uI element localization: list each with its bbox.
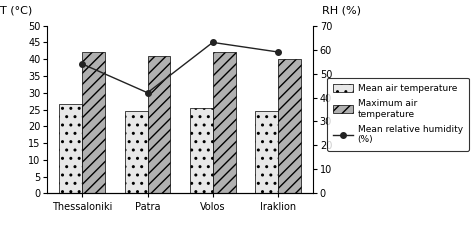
Bar — [82, 52, 105, 193]
Text: T (°C): T (°C) — [0, 6, 32, 16]
Legend: Mean air temperature, Maximum air
temperature, Mean relative humidity
(%): Mean air temperature, Maximum air temper… — [327, 78, 469, 151]
Text: RH (%): RH (%) — [322, 6, 361, 16]
Bar — [59, 104, 82, 193]
Bar — [278, 59, 301, 193]
Bar — [255, 111, 278, 193]
Bar — [190, 108, 213, 193]
Bar — [213, 52, 236, 193]
Bar — [125, 111, 147, 193]
Bar — [147, 56, 170, 193]
